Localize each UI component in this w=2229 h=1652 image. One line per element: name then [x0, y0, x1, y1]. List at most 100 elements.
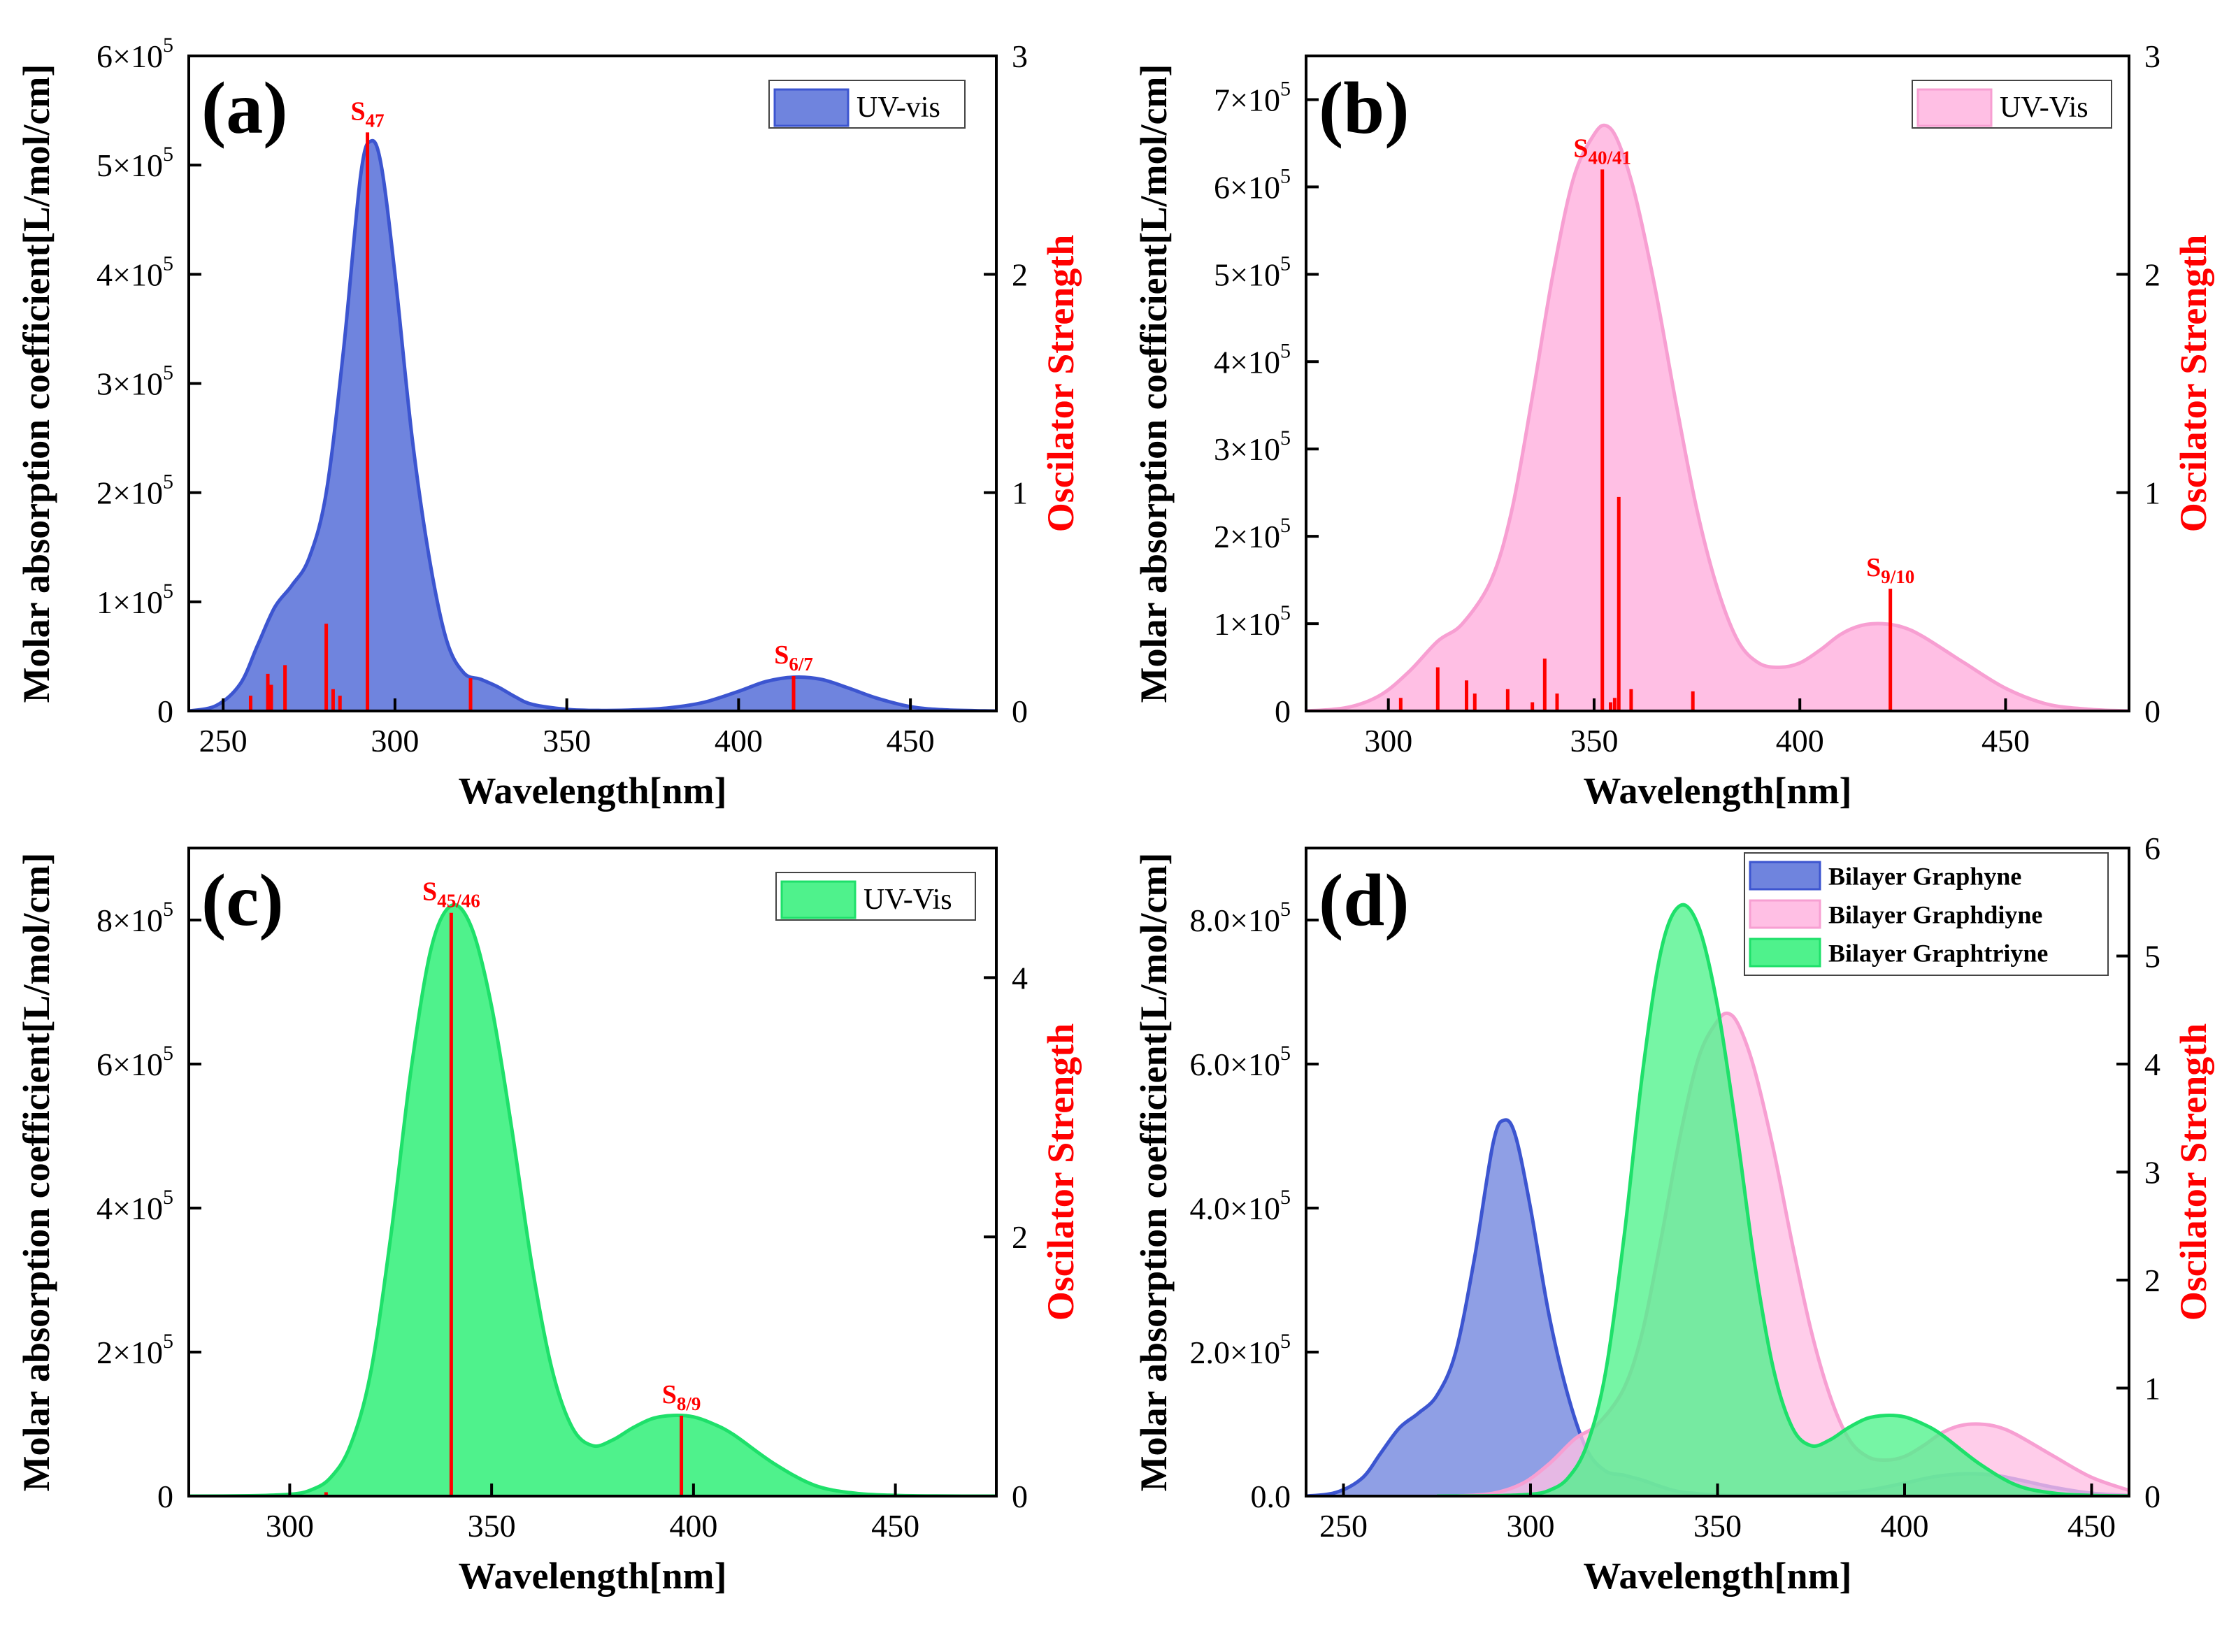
- y-tick-label: 1×105: [1214, 601, 1291, 642]
- y-axis-title: Molar absorption coefficient[L/mol/cm]: [15, 853, 57, 1492]
- y2-tick-label: 3: [2144, 1155, 2160, 1191]
- x-tick-label: 300: [371, 723, 419, 759]
- y-tick-label: 4×105: [96, 1186, 173, 1226]
- peak-label: S8/9: [662, 1380, 701, 1414]
- legend: UV-Vis: [775, 872, 976, 921]
- y-tick-label: 6×105: [96, 34, 173, 74]
- legend-label: UV-vis: [857, 92, 940, 124]
- x-tick-label: 300: [1364, 723, 1412, 759]
- y-tick-label: 1×105: [96, 580, 173, 620]
- x-tick-label: 450: [1981, 723, 2030, 759]
- x-tick-label: 350: [1693, 1508, 1742, 1544]
- y-tick-label: 3×105: [1214, 426, 1291, 467]
- y-tick-label: 6×105: [96, 1042, 173, 1082]
- legend-label: Bilayer Graphyne: [1828, 863, 2021, 891]
- y2-tick-label: 2: [2144, 257, 2160, 292]
- legend-swatch-graphtriyne: [1749, 938, 1821, 968]
- plot-frame: [1305, 55, 2130, 712]
- legend: Bilayer Graphyne Bilayer Graphdiyne Bilaye…: [1744, 852, 2109, 976]
- y-tick-label: 3×105: [96, 361, 173, 402]
- y-tick-label: 0: [157, 694, 173, 729]
- y-tick-label: 4×105: [1214, 339, 1291, 380]
- legend-label: UV-Vis: [2000, 92, 2088, 124]
- y-tick-label: 5×105: [96, 143, 173, 183]
- legend-swatch-graphyne: [773, 88, 850, 127]
- panel-a: S47 S6/7 250 300 350 400 450 0 1×105 2×105 3×105 4×…: [15, 34, 1082, 812]
- x-tick-label: 350: [1570, 723, 1618, 759]
- x-tick-label: 350: [543, 723, 591, 759]
- panel-label: (c): [201, 859, 284, 941]
- series-area-graphdiyne: [1306, 125, 2129, 711]
- legend: UV-vis: [768, 80, 966, 129]
- y-axis-title: Molar absorption coefficient[L/mol/cm]: [15, 64, 57, 703]
- y2-tick-label: 3: [1012, 38, 1028, 74]
- y-tick-label: 5×105: [1214, 252, 1291, 292]
- panel-label: (b): [1319, 67, 1410, 149]
- series-group: [189, 903, 996, 1496]
- series-group: [189, 138, 996, 711]
- legend-label: UV-Vis: [863, 884, 952, 916]
- x-tick-label: 400: [1776, 723, 1824, 759]
- x-tick-label: 400: [715, 723, 763, 759]
- x-axis-title: Wavelength[nm]: [459, 1555, 727, 1597]
- y-tick-label: 0: [157, 1479, 173, 1514]
- y2-tick-label: 4: [1012, 960, 1028, 996]
- y2-axis-title: Oscilator Strength: [1040, 1023, 1082, 1321]
- x-tick-label: 350: [468, 1508, 516, 1544]
- panel-b: S40/41 S9/10 300 350 400 450 0 1×105 2×105 3×105 4…: [1133, 38, 2214, 812]
- y-tick-label: 2×105: [96, 1330, 173, 1370]
- y2-axis-title: Oscilator Strength: [1040, 235, 1082, 533]
- series-group: [1306, 903, 2129, 1496]
- x-axis-title: Wavelength[nm]: [1584, 770, 1852, 812]
- y-axis-title: Molar absorption coefficient[L/mol/cm]: [1133, 853, 1175, 1492]
- y-tick-label: 2×105: [1214, 514, 1291, 554]
- y-tick-label: 6.0×105: [1190, 1042, 1291, 1082]
- legend-swatch-graphyne: [1749, 861, 1821, 891]
- peak-label: S9/10: [1866, 553, 1914, 587]
- x-axis-title: Wavelength[nm]: [1584, 1555, 1852, 1597]
- legend-swatch-graphdiyne: [1916, 88, 1993, 127]
- legend-swatch-graphtriyne: [780, 880, 857, 919]
- series-line-graphyne: [189, 138, 996, 711]
- y-tick-label: 8×105: [96, 898, 173, 938]
- x-tick-label: 250: [1319, 1508, 1368, 1544]
- panel-c: S45/46 S8/9 300 350 400 450 0 2×105 4×105 6×105 8×…: [15, 847, 1082, 1597]
- y2-tick-label: 1: [1012, 475, 1028, 511]
- y-tick-label: 8.0×105: [1190, 898, 1291, 938]
- series-area-graphdiyne: [1456, 1013, 2129, 1496]
- y2-tick-label: 2: [1012, 1219, 1028, 1255]
- peak-label: S45/46: [422, 877, 480, 912]
- y2-tick-label: 1: [2144, 1371, 2160, 1407]
- y2-tick-label: 6: [2144, 831, 2160, 866]
- y2-tick-label: 0: [1012, 694, 1028, 729]
- x-tick-label: 450: [871, 1508, 919, 1544]
- x-tick-label: 400: [669, 1508, 717, 1544]
- panel-d: 250 300 350 400 4500.02.0×1054.0×1056.0×1058…: [1133, 831, 2214, 1597]
- legend-label: Bilayer Graphtriyne: [1828, 940, 2048, 968]
- y-tick-label: 7×105: [1214, 77, 1291, 117]
- y-tick-label: 6×105: [1214, 164, 1291, 205]
- y2-tick-label: 2: [1012, 257, 1028, 292]
- legend-swatch-graphdiyne: [1749, 899, 1821, 929]
- legend: UV-Vis: [1912, 80, 2112, 129]
- y-tick-label: 0.0: [1251, 1479, 1291, 1514]
- x-axis-title: Wavelength[nm]: [459, 770, 727, 812]
- series-area-graphyne: [1306, 1119, 2129, 1496]
- y2-axis-title: Oscilator Strength: [2172, 1023, 2214, 1321]
- y2-tick-label: 1: [2144, 475, 2160, 511]
- x-tick-label: 450: [2067, 1508, 2116, 1544]
- x-tick-label: 250: [199, 723, 248, 759]
- y2-tick-label: 2: [2144, 1263, 2160, 1298]
- y2-tick-label: 4: [2144, 1047, 2160, 1082]
- series-line-graphtriyne: [1437, 903, 2129, 1496]
- y2-tick-label: 5: [2144, 939, 2160, 975]
- series-line-graphdiyne: [1306, 123, 2129, 711]
- y-tick-label: 4×105: [96, 252, 173, 292]
- series-area-graphtriyne: [189, 905, 996, 1496]
- x-tick-label: 300: [266, 1508, 314, 1544]
- y-tick-label: 0: [1275, 694, 1291, 729]
- plot-frame: [187, 847, 998, 1497]
- panel-label: (d): [1319, 859, 1410, 941]
- panel-label: (a): [201, 67, 288, 149]
